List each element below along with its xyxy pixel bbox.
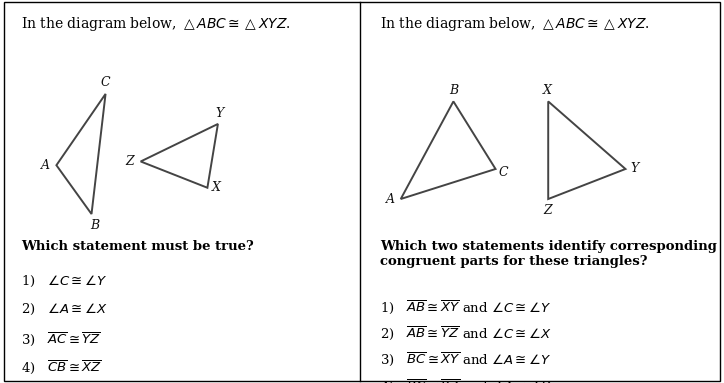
Text: B: B	[449, 83, 458, 97]
Text: Which statement must be true?: Which statement must be true?	[21, 240, 254, 253]
Text: 4)   $\overline{BC} \cong \overline{YZ}$ and $\angle A \cong \angle X$: 4) $\overline{BC} \cong \overline{YZ}$ a…	[379, 377, 552, 383]
Text: 1)   $\overline{AB} \cong \overline{XY}$ and $\angle C \cong \angle Y$: 1) $\overline{AB} \cong \overline{XY}$ a…	[379, 298, 551, 316]
Text: 2)   $\overline{AB} \cong \overline{YZ}$ and $\angle C \cong \angle X$: 2) $\overline{AB} \cong \overline{YZ}$ a…	[379, 325, 552, 342]
Text: X: X	[211, 181, 221, 194]
Text: 3)   $\overline{AC} \cong \overline{YZ}$: 3) $\overline{AC} \cong \overline{YZ}$	[21, 331, 101, 348]
Text: 3)   $\overline{BC} \cong \overline{XY}$ and $\angle A \cong \angle Y$: 3) $\overline{BC} \cong \overline{XY}$ a…	[379, 351, 551, 368]
Text: In the diagram below, $\triangle \mathit{ABC} \cong \triangle \mathit{XYZ}$.: In the diagram below, $\triangle \mathit…	[379, 15, 649, 33]
Text: C: C	[498, 166, 508, 179]
Text: In the diagram below, $\triangle \mathit{ABC} \cong \triangle \mathit{XYZ}$.: In the diagram below, $\triangle \mathit…	[21, 15, 291, 33]
Text: 4)   $\overline{CB} \cong \overline{XZ}$: 4) $\overline{CB} \cong \overline{XZ}$	[21, 358, 103, 376]
Text: X: X	[543, 83, 552, 97]
Text: Which two statements identify corresponding
congruent parts for these triangles?: Which two statements identify correspond…	[379, 240, 717, 268]
Text: 2)   $\angle A \cong \angle X$: 2) $\angle A \cong \angle X$	[21, 302, 108, 318]
Text: Z: Z	[126, 155, 135, 168]
Text: Z: Z	[543, 204, 552, 217]
Text: 1)   $\angle C \cong \angle Y$: 1) $\angle C \cong \angle Y$	[21, 274, 108, 289]
Text: Y: Y	[216, 107, 224, 120]
Text: C: C	[100, 76, 109, 89]
Text: B: B	[90, 219, 99, 232]
Text: Y: Y	[630, 162, 639, 175]
Text: A: A	[41, 159, 51, 172]
Text: A: A	[386, 193, 395, 206]
